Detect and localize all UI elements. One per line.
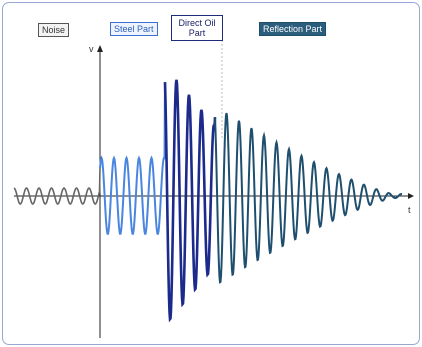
reflection-part-label: Reflection Part (259, 22, 327, 36)
direct-oil-part-label: Direct Oil Part (171, 15, 223, 41)
noise-label: Noise (38, 23, 70, 37)
amplitude-axis-label: v (89, 44, 94, 54)
time-axis-arrow (408, 193, 414, 199)
steel-waveform (99, 82, 166, 235)
amplitude-axis-arrow (97, 45, 103, 52)
direct-oil-waveform (163, 79, 217, 323)
steel-part-label: Steel Part (110, 22, 158, 36)
noise-waveform (13, 168, 101, 205)
reflection-waveform (214, 112, 403, 284)
time-axis-label: t (408, 205, 411, 215)
